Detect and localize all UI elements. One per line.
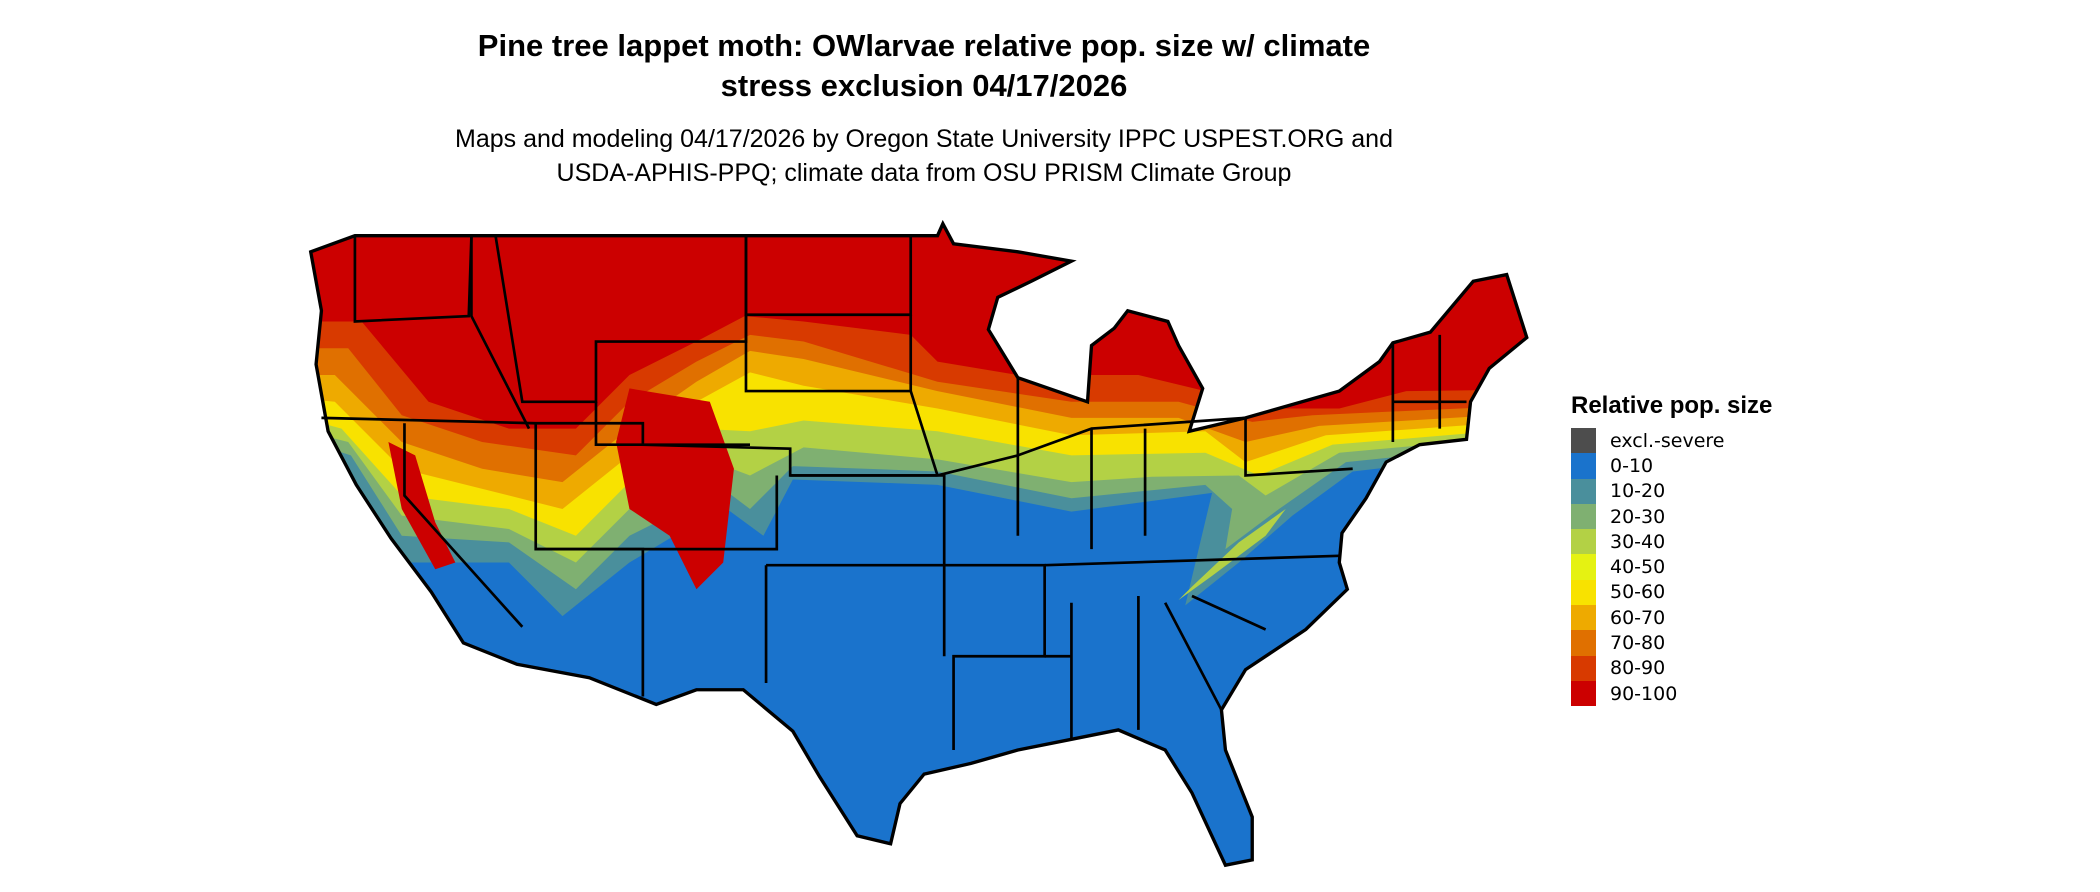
zone-appalachian [1178,508,1286,601]
legend-item: excl.-severe [1571,428,1772,454]
legend-label: 20-30 [1610,505,1666,528]
legend-swatch [1571,554,1596,580]
legend-label: 40-50 [1610,556,1666,579]
legend-item: 0-10 [1571,453,1772,479]
subtitle-line-2: USDA-APHIS-PPQ; climate data from OSU PR… [556,159,1292,187]
legend-items: excl.-severe 0-10 10-20 20-30 30-40 40-50 50-6… [1571,428,1772,707]
legend-swatch [1571,630,1596,656]
legend-item: 40-50 [1571,554,1772,580]
legend-item: 30-40 [1571,529,1772,555]
legend-label: excl.-severe [1610,429,1725,452]
legend-swatch [1571,453,1596,479]
legend-label: 30-40 [1610,530,1666,553]
legend-item: 20-30 [1571,503,1772,530]
title-line-2: stress exclusion 04/17/2026 [720,68,1128,103]
legend-swatch [1571,428,1596,454]
legend-item: 50-60 [1571,579,1772,606]
legend-swatch [1571,655,1596,681]
legend-item: 90-100 [1571,680,1772,707]
legend-swatch [1571,579,1596,606]
legend-title: Relative pop. size [1571,392,1773,419]
map-title: Pine tree lappet moth: OWlarvae relative… [0,26,1848,106]
legend-swatch [1571,478,1596,504]
legend-item: 60-70 [1571,605,1772,631]
legend: Relative pop. size excl.-severe 0-10 10-20… [1571,392,1773,707]
state-borders [321,235,1467,751]
legend-label: 10-20 [1610,480,1666,503]
subtitle-line-1: Maps and modeling 04/17/2026 by Oregon S… [455,125,1393,153]
map-subtitle: Maps and modeling 04/17/2026 by Oregon S… [0,122,1848,190]
legend-item: 80-90 [1571,655,1772,681]
legend-item: 70-80 [1571,630,1772,656]
legend-item: 10-20 [1571,478,1772,504]
legend-label: 90-100 [1610,682,1678,705]
zone-90-100-rockies [616,388,734,590]
legend-label: 50-60 [1610,581,1666,604]
legend-label: 60-70 [1610,606,1666,629]
legend-label: 80-90 [1610,657,1666,680]
legend-swatch [1571,529,1596,555]
legend-swatch [1571,680,1596,707]
title-line-1: Pine tree lappet moth: OWlarvae relative… [477,28,1371,63]
legend-label: 0-10 [1610,454,1654,477]
legend-swatch [1571,605,1596,631]
legend-label: 70-80 [1610,632,1666,655]
legend-swatch [1571,503,1596,530]
